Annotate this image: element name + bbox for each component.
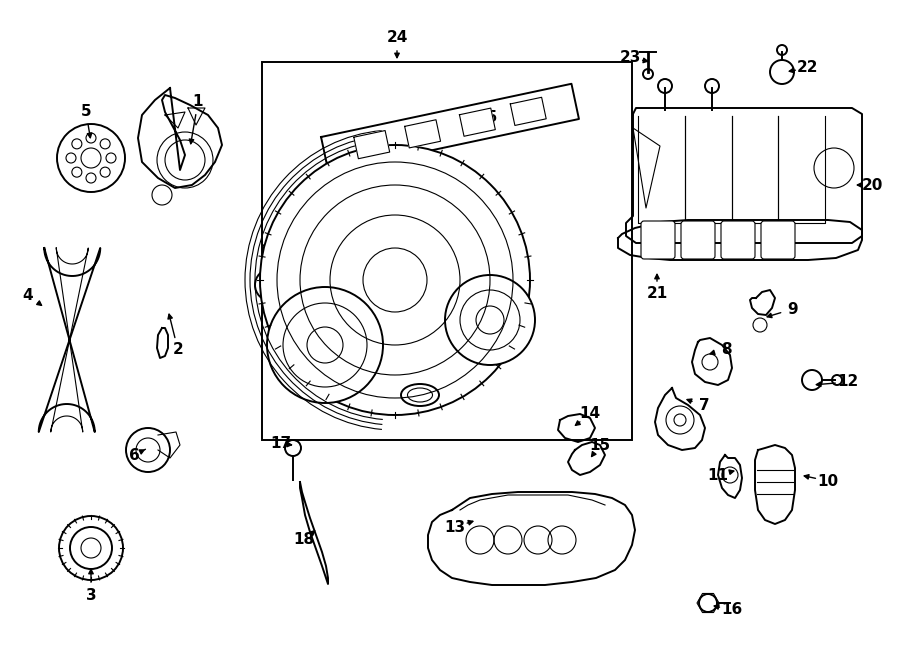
Text: 24: 24	[386, 30, 408, 46]
Text: 2: 2	[173, 342, 184, 358]
Text: 7: 7	[698, 399, 709, 414]
Circle shape	[445, 275, 535, 365]
Circle shape	[70, 527, 112, 569]
Text: 23: 23	[619, 50, 641, 65]
Polygon shape	[157, 328, 168, 358]
Polygon shape	[300, 482, 328, 584]
Polygon shape	[39, 248, 100, 432]
Text: 8: 8	[721, 342, 732, 356]
Polygon shape	[354, 130, 390, 159]
Polygon shape	[138, 88, 222, 188]
Polygon shape	[692, 338, 732, 385]
Text: 4: 4	[22, 288, 33, 303]
Polygon shape	[755, 445, 795, 524]
Polygon shape	[568, 442, 605, 475]
Text: 12: 12	[837, 375, 859, 389]
Circle shape	[699, 594, 717, 612]
FancyBboxPatch shape	[761, 221, 795, 259]
Ellipse shape	[401, 384, 439, 406]
Text: 10: 10	[817, 473, 839, 488]
Text: 21: 21	[646, 286, 668, 301]
Polygon shape	[655, 388, 705, 450]
Circle shape	[255, 269, 287, 301]
Text: 16: 16	[722, 602, 742, 617]
Text: 20: 20	[861, 178, 883, 192]
Text: 18: 18	[293, 533, 315, 547]
Circle shape	[770, 60, 794, 84]
Bar	[262, 62, 632, 440]
Polygon shape	[321, 84, 579, 173]
FancyBboxPatch shape	[641, 221, 675, 259]
Polygon shape	[510, 97, 546, 126]
Polygon shape	[750, 290, 775, 315]
Circle shape	[267, 287, 383, 403]
Circle shape	[57, 124, 125, 192]
Polygon shape	[718, 455, 742, 498]
Text: 17: 17	[270, 436, 292, 451]
Text: 11: 11	[707, 467, 728, 483]
Text: 5: 5	[81, 104, 91, 120]
Text: 15: 15	[590, 438, 610, 453]
Polygon shape	[405, 120, 440, 148]
Text: 22: 22	[797, 61, 819, 75]
Polygon shape	[460, 108, 495, 136]
FancyBboxPatch shape	[721, 221, 755, 259]
Text: 1: 1	[193, 95, 203, 110]
Text: 25: 25	[476, 110, 498, 126]
Text: 9: 9	[788, 301, 798, 317]
Circle shape	[59, 516, 123, 580]
Text: 19: 19	[260, 245, 282, 260]
Polygon shape	[428, 492, 635, 585]
Circle shape	[260, 145, 530, 415]
Polygon shape	[558, 414, 595, 442]
Circle shape	[126, 428, 170, 472]
Polygon shape	[626, 108, 862, 243]
FancyBboxPatch shape	[681, 221, 715, 259]
Text: 3: 3	[86, 588, 96, 602]
Text: 14: 14	[580, 407, 600, 422]
Polygon shape	[618, 220, 862, 260]
Circle shape	[802, 370, 822, 390]
Text: 6: 6	[129, 447, 140, 463]
Text: 13: 13	[445, 520, 465, 535]
